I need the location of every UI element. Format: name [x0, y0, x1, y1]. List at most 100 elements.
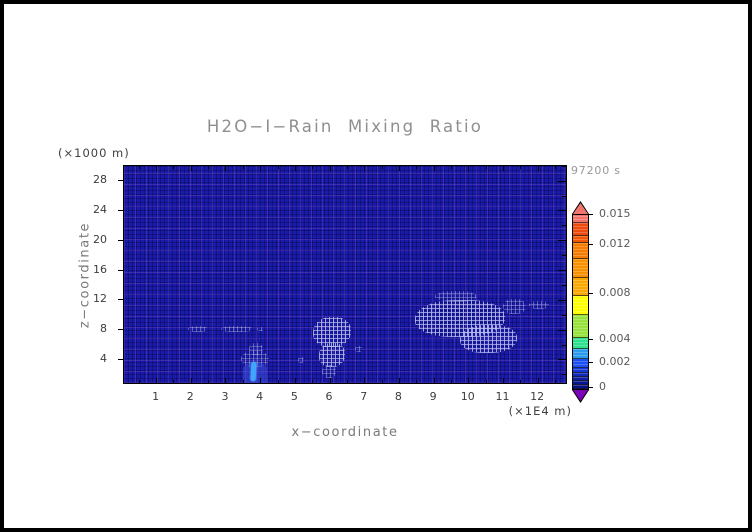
z-tick-label: 16	[93, 262, 107, 276]
colorbar-segment-11	[573, 368, 588, 373]
colorbar-bottom-arrow-fill	[573, 390, 588, 401]
colorbar-body	[572, 214, 589, 390]
colorbar-tick-label: 0.015	[599, 207, 631, 220]
x-tick-label: 12	[530, 390, 545, 403]
x-major-tick	[468, 166, 470, 171]
x-minor-tick	[485, 380, 487, 383]
colorbar-segment-14	[573, 381, 588, 385]
z-tick-label: 28	[93, 173, 107, 187]
x-minor-tick	[450, 166, 452, 169]
z-major-tick	[118, 329, 123, 331]
colorbar-tick-label: 0	[599, 380, 606, 393]
z-major-tick	[558, 210, 566, 212]
cloud-east-top-blob	[434, 291, 477, 302]
z-tick-label: 4	[100, 351, 107, 365]
x-tick-label: 3	[221, 390, 229, 403]
z-major-tick	[558, 299, 566, 301]
cloud-mid-dot-west-blob	[297, 356, 304, 363]
x-minor-tick	[381, 380, 383, 383]
colorbar-tick-label: 0.002	[599, 355, 631, 368]
rain-streak-dots-blob	[256, 327, 264, 331]
x-major-tick	[190, 378, 192, 383]
x-minor-tick	[520, 166, 522, 169]
colorbar-tick	[589, 214, 593, 215]
x-major-tick	[294, 378, 296, 383]
colorbar-segment-8	[573, 338, 588, 349]
x-major-tick	[260, 166, 262, 171]
x-tick-label: 2	[186, 390, 194, 403]
colorbar-segment-10	[573, 359, 588, 368]
x-minor-tick	[173, 380, 175, 383]
z-major-tick	[118, 269, 123, 271]
x-minor-tick	[277, 380, 279, 383]
colorbar-top-arrow-fill	[573, 203, 588, 214]
x-minor-tick	[138, 166, 140, 169]
x-major-tick	[468, 378, 470, 383]
x-major-tick	[190, 166, 192, 171]
rain-streak-west-blob	[187, 326, 208, 333]
z-major-tick	[118, 358, 123, 360]
x-major-tick	[433, 166, 435, 171]
x-major-tick	[537, 378, 539, 383]
x-major-tick	[433, 378, 435, 383]
x-minor-tick	[242, 380, 244, 383]
x-major-tick	[225, 378, 227, 383]
colorbar-segment-1	[573, 223, 588, 236]
colorbar-tick-label: 0.012	[599, 237, 631, 250]
z-major-tick	[558, 240, 566, 242]
x-major-tick	[398, 166, 400, 171]
x-axis-title: x−coordinate	[291, 425, 399, 440]
rain-streak-mid-blob	[220, 325, 254, 333]
x-minor-tick	[555, 166, 556, 169]
colorbar-segment-15	[573, 385, 588, 389]
colorbar-segment-2	[573, 236, 588, 243]
x-major-tick	[156, 378, 158, 383]
x-minor-tick	[555, 380, 556, 383]
x-major-tick	[364, 378, 366, 383]
z-major-tick	[558, 270, 566, 272]
x-tick-label: 10	[460, 390, 475, 403]
colorbar-bottom-arrow-icon	[572, 390, 589, 403]
colorbar-segment-5	[573, 278, 588, 296]
colorbar-tick	[589, 293, 593, 294]
x-minor-tick	[173, 166, 175, 169]
z-minor-tick	[562, 374, 566, 376]
z-tick-label: 8	[100, 322, 107, 336]
x-major-tick	[294, 166, 296, 171]
colorbar-tick	[589, 362, 593, 363]
x-major-tick	[364, 166, 366, 171]
x-minor-tick	[346, 380, 348, 383]
colorbar-tick	[589, 339, 593, 340]
colorbar	[572, 201, 589, 403]
cloud-east-lower-blob	[459, 324, 517, 354]
z-tick-label: 20	[93, 232, 107, 246]
x-minor-tick	[381, 166, 383, 169]
z-tick-label: 24	[93, 202, 107, 216]
z-minor-tick	[562, 255, 566, 257]
colorbar-segment-13	[573, 377, 588, 381]
x-minor-tick	[450, 380, 452, 383]
cloud-east-tail-blob	[502, 298, 526, 315]
x-minor-tick	[208, 380, 210, 383]
z-major-tick	[118, 239, 123, 241]
x-tick-label: 5	[290, 390, 298, 403]
x-major-tick	[260, 378, 262, 383]
x-minor-tick	[208, 166, 210, 169]
x-major-tick	[502, 378, 504, 383]
x-axis-unit-label: (×1E4 m)	[508, 404, 572, 418]
x-minor-tick	[312, 380, 314, 383]
x-tick-label: 6	[325, 390, 333, 403]
x-minor-tick	[416, 380, 418, 383]
z-major-tick	[558, 359, 566, 361]
z-major-tick	[558, 180, 566, 182]
x-tick-label: 11	[495, 390, 510, 403]
x-major-tick	[329, 378, 331, 383]
cloud-mid-upper-blob	[312, 316, 351, 348]
x-minor-tick	[346, 166, 348, 169]
colorbar-segment-4	[573, 259, 588, 278]
z-axis-unit-label: (×1000 m)	[58, 146, 130, 160]
z-major-tick	[118, 299, 123, 301]
x-tick-label: 9	[429, 390, 437, 403]
colorbar-segment-0	[573, 215, 588, 223]
x-minor-tick	[312, 166, 314, 169]
